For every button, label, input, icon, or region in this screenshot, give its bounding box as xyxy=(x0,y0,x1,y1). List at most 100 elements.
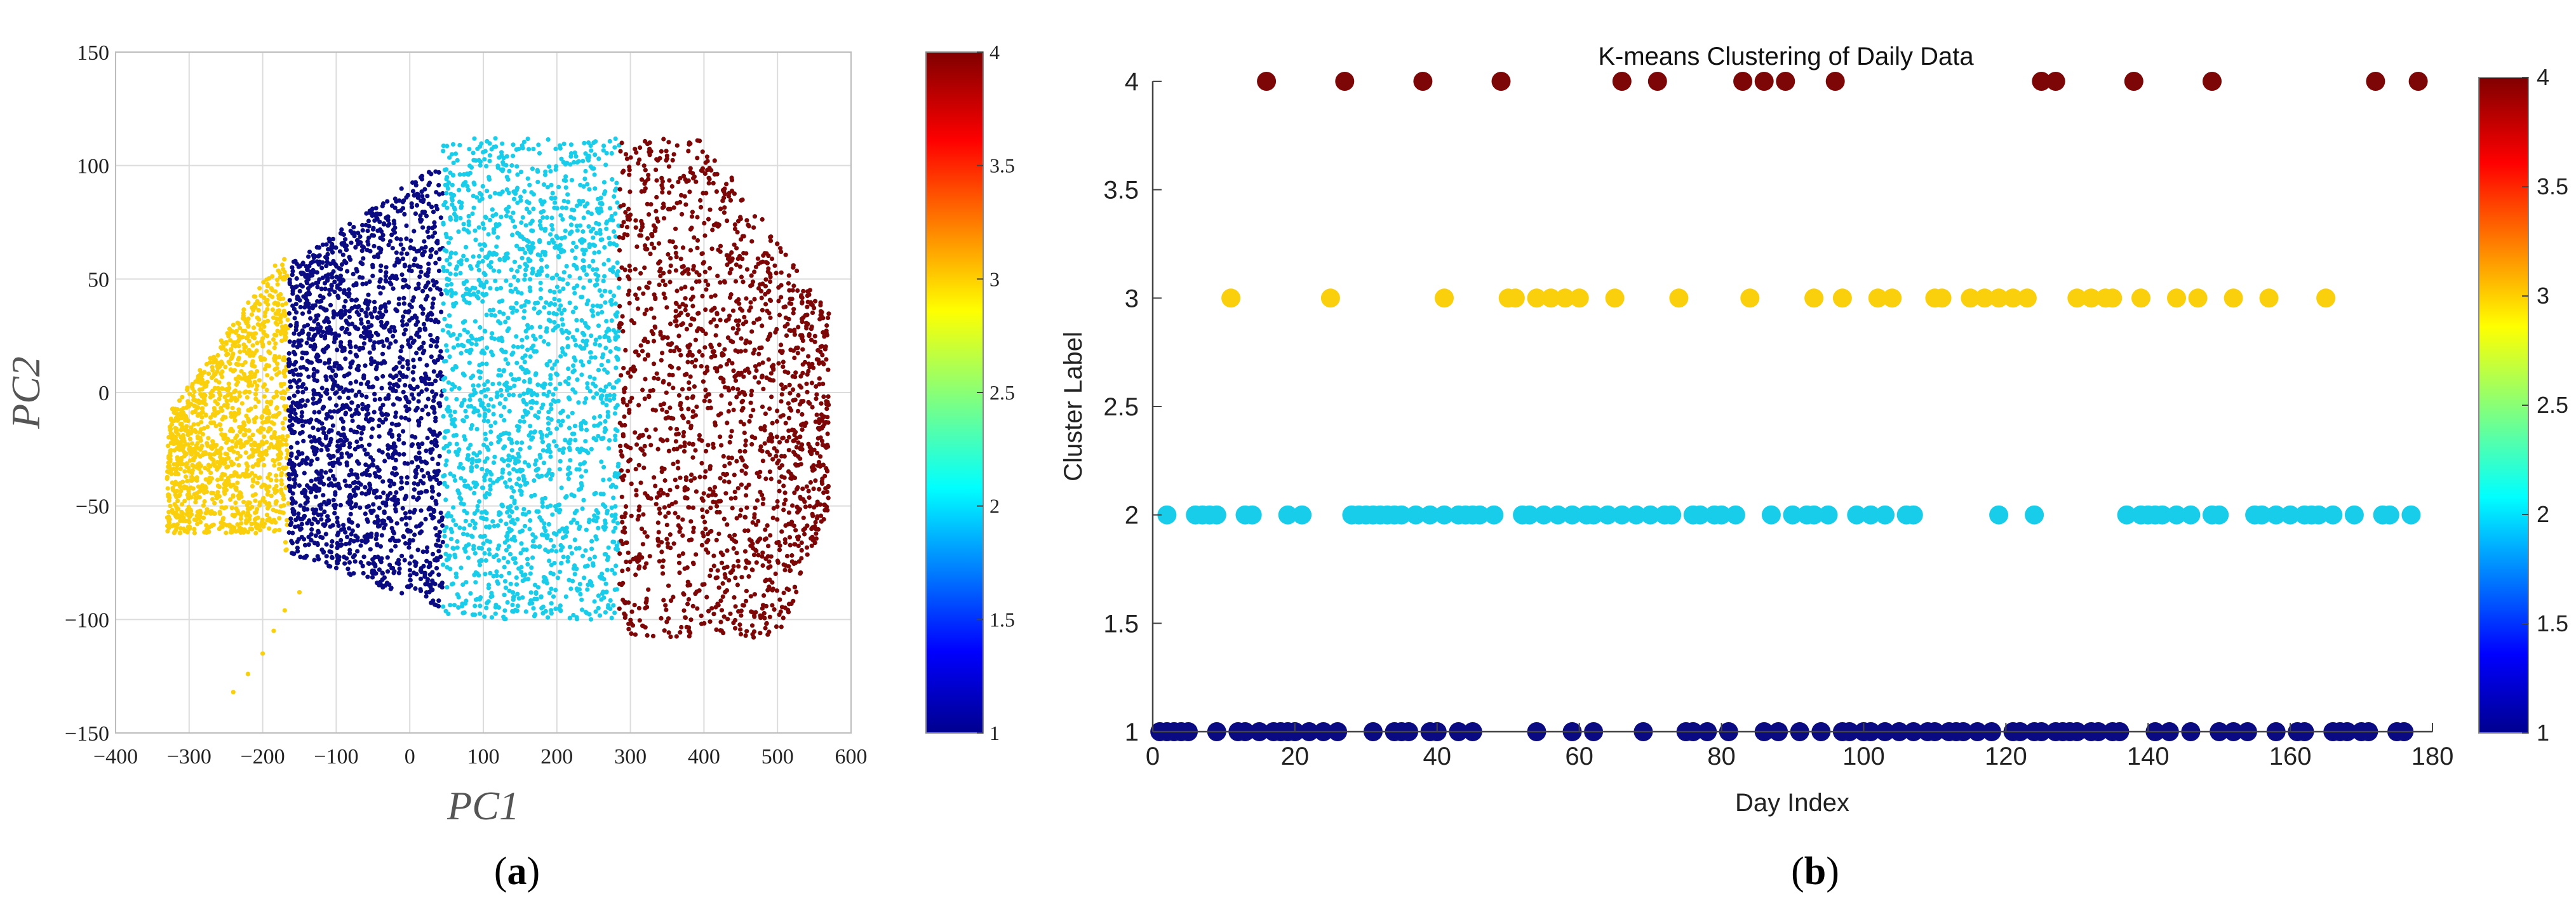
data-point xyxy=(427,560,433,566)
data-point xyxy=(614,346,619,351)
data-point xyxy=(445,205,450,210)
data-point xyxy=(554,243,559,249)
data-point xyxy=(549,182,554,187)
data-point xyxy=(521,379,527,384)
data-point xyxy=(514,300,519,306)
data-point xyxy=(593,186,598,191)
data-point xyxy=(413,586,418,591)
data-point xyxy=(385,569,391,574)
data-point xyxy=(378,212,383,217)
data-point xyxy=(487,158,492,164)
data-point xyxy=(306,332,311,337)
data-point xyxy=(615,200,620,205)
data-point xyxy=(497,155,502,160)
data-point xyxy=(426,225,431,231)
data-point xyxy=(481,541,486,546)
data-point xyxy=(501,311,506,316)
data-point xyxy=(421,340,426,346)
data-point xyxy=(181,526,186,532)
data-point xyxy=(358,543,363,548)
data-point xyxy=(250,343,255,348)
data-point xyxy=(293,500,298,505)
data-point xyxy=(580,229,586,234)
data-point xyxy=(599,459,604,464)
data-point xyxy=(601,478,606,483)
data-point xyxy=(598,196,603,201)
data-point xyxy=(509,537,514,542)
data-point xyxy=(586,224,591,229)
data-point xyxy=(549,196,554,201)
data-point xyxy=(357,389,362,394)
data-point xyxy=(392,196,398,201)
data-point xyxy=(326,563,332,568)
data-point xyxy=(399,186,404,191)
data-point xyxy=(591,259,596,264)
data-point xyxy=(485,456,490,461)
data-point xyxy=(407,318,412,323)
data-point xyxy=(434,443,439,448)
data-point xyxy=(592,415,597,420)
data-point xyxy=(520,337,525,342)
data-point xyxy=(385,555,390,560)
data-point xyxy=(495,393,500,399)
data-point xyxy=(554,285,560,290)
data-point xyxy=(570,248,575,253)
data-point xyxy=(228,497,233,502)
data-point xyxy=(574,245,579,250)
data-point xyxy=(437,431,443,436)
data-point xyxy=(323,436,328,441)
data-point xyxy=(572,355,577,360)
data-point xyxy=(255,522,260,527)
data-point xyxy=(211,420,217,426)
data-point xyxy=(515,603,521,608)
data-point xyxy=(347,291,352,296)
data-point xyxy=(485,189,490,194)
data-point xyxy=(384,270,389,275)
data-point xyxy=(325,326,330,331)
data-point xyxy=(225,452,230,457)
data-point xyxy=(554,164,559,169)
data-point xyxy=(271,457,276,463)
data-point xyxy=(224,398,229,403)
data-point xyxy=(241,499,246,504)
data-point xyxy=(515,200,520,205)
data-point xyxy=(294,455,299,460)
data-point xyxy=(613,136,618,141)
data-point xyxy=(350,528,355,534)
data-point xyxy=(298,283,304,288)
data-point xyxy=(351,230,356,236)
data-point xyxy=(424,488,429,494)
data-point xyxy=(499,347,504,353)
data-point xyxy=(471,392,476,398)
data-point xyxy=(442,534,447,539)
data-point xyxy=(455,343,460,348)
data-point xyxy=(255,299,260,304)
data-point xyxy=(185,509,191,515)
data-point xyxy=(444,343,449,348)
data-point xyxy=(547,311,552,316)
data-point xyxy=(428,513,434,518)
data-point xyxy=(184,405,189,410)
data-point xyxy=(353,504,358,509)
data-point xyxy=(441,220,446,225)
panel-a: −400 −300 −200 −100 0 100 200 300 400 500 600 −150… xyxy=(3,41,1015,893)
data-point xyxy=(393,339,398,344)
data-point xyxy=(544,300,549,305)
data-point xyxy=(207,510,212,515)
data-point xyxy=(363,310,368,315)
data-point xyxy=(335,448,340,454)
data-point xyxy=(572,286,577,291)
data-point xyxy=(520,511,526,516)
data-point xyxy=(298,304,303,310)
data-point xyxy=(348,349,353,355)
data-point xyxy=(455,539,460,544)
data-point xyxy=(583,248,588,253)
data-point xyxy=(541,182,547,187)
data-point xyxy=(474,453,480,458)
data-point xyxy=(529,346,534,351)
data-point xyxy=(229,473,234,479)
data-point xyxy=(341,232,347,238)
data-point xyxy=(521,547,526,553)
data-point xyxy=(361,375,366,381)
data-point xyxy=(511,393,516,398)
